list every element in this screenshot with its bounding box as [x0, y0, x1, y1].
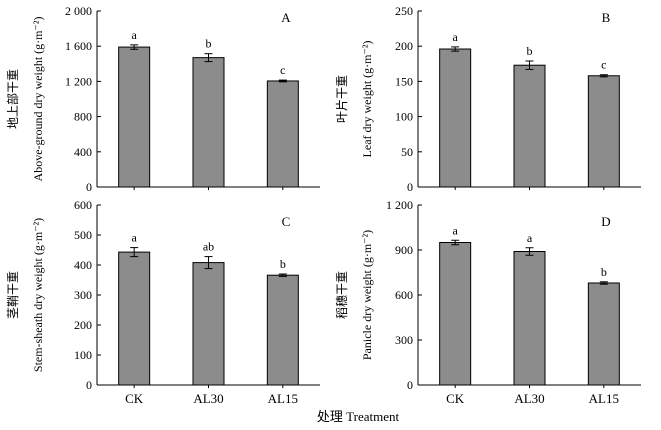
- y-tick-label: 300: [74, 288, 92, 302]
- bar-al30: [192, 262, 225, 386]
- y-tick-label: 500: [74, 228, 92, 242]
- panel-a: 0 400 800 1 200 1 600 2 000 地上部干重 Above-ground …: [5, 4, 320, 194]
- y-tick-label: 150: [395, 74, 413, 88]
- bar-al30: [513, 64, 546, 188]
- significance-letter: b: [527, 44, 533, 58]
- y-tick-label: 100: [395, 110, 413, 124]
- significance-letter: a: [453, 223, 459, 237]
- y-tick-label: 400: [74, 145, 92, 159]
- y-tick-label: 1 600: [65, 39, 92, 53]
- panel-letter: D: [601, 214, 610, 229]
- chart-panels: 0 400 800 1 200 1 600 2 000 地上部干重 Above-ground …: [5, 4, 641, 406]
- bar-al15: [587, 282, 620, 386]
- significance-letter: b: [601, 265, 607, 279]
- y-tick-label: 900: [395, 243, 413, 257]
- x-axis-label: 处理 Treatment: [317, 409, 400, 424]
- significance-letter: c: [601, 58, 606, 72]
- panel-d: 0 300 600 900 1 200 稻穗干重 Panicle dry weight (g…: [335, 198, 641, 406]
- significance-letter: c: [280, 63, 285, 77]
- bar-al15: [266, 274, 299, 386]
- panel-letter: B: [602, 10, 611, 25]
- x-category-label: AL30: [193, 391, 223, 406]
- y-tick-label: 600: [395, 288, 413, 302]
- x-category-label: AL15: [268, 391, 298, 406]
- y-tick-label: 2 000: [65, 4, 92, 18]
- y-axis-title-zh: 地上部干重: [5, 69, 20, 129]
- bar-al15: [266, 80, 299, 188]
- y-tick-label: 800: [74, 110, 92, 124]
- panel-letter: A: [281, 10, 291, 25]
- y-axis-title-en: Stem-sheath dry weight (g·m⁻²): [31, 218, 45, 372]
- bar-ck: [118, 46, 151, 188]
- significance-letter: a: [132, 231, 138, 245]
- significance-letter: a: [527, 231, 533, 245]
- y-tick-label: 1 200: [386, 198, 413, 212]
- bar-ck: [118, 251, 151, 386]
- y-tick-label: 250: [395, 4, 413, 18]
- bar-al30: [192, 57, 225, 188]
- y-axis-title-zh: 稻穗干重: [335, 271, 349, 319]
- panel-c: 0 100 200 300 400 500 600 茎鞘干重 Stem-sheath dry w…: [6, 198, 320, 406]
- y-tick-label: 0: [86, 180, 92, 194]
- bar-al30: [513, 251, 546, 386]
- significance-letter: a: [132, 28, 138, 42]
- y-tick-label: 1 200: [65, 74, 92, 88]
- bar-ck: [439, 48, 472, 188]
- bar-ck: [439, 242, 472, 386]
- y-tick-label: 0: [407, 180, 413, 194]
- y-tick-label: 100: [74, 348, 92, 362]
- y-tick-label: 200: [74, 318, 92, 332]
- significance-letter: a: [453, 30, 459, 44]
- significance-letter: b: [280, 257, 286, 271]
- panel-b: 0 50 100 150 200 250 叶片干重 Leaf dry weight (g·m⁻…: [335, 4, 641, 194]
- y-tick-label: 0: [407, 378, 413, 392]
- y-tick-label: 300: [395, 333, 413, 347]
- x-category-label: AL30: [514, 391, 544, 406]
- significance-letter: b: [206, 37, 212, 51]
- x-category-label: CK: [446, 391, 465, 406]
- y-tick-label: 600: [74, 198, 92, 212]
- bar-al15: [587, 75, 620, 188]
- y-axis-title-zh: 叶片干重: [335, 75, 349, 123]
- y-tick-label: 200: [395, 39, 413, 53]
- x-category-label: CK: [125, 391, 144, 406]
- y-axis-title-zh: 茎鞘干重: [6, 271, 20, 319]
- panel-letter: C: [282, 214, 291, 229]
- y-tick-label: 50: [401, 145, 413, 159]
- significance-letter: ab: [203, 240, 214, 254]
- y-tick-label: 0: [86, 378, 92, 392]
- x-category-label: AL15: [589, 391, 619, 406]
- y-axis-title-en: Above-ground dry weight (g·m⁻²): [31, 17, 45, 182]
- y-axis-title-en: Panicle dry weight (g·m⁻²): [360, 230, 374, 360]
- y-axis-title-en: Leaf dry weight (g·m⁻²): [360, 41, 374, 158]
- y-tick-label: 400: [74, 258, 92, 272]
